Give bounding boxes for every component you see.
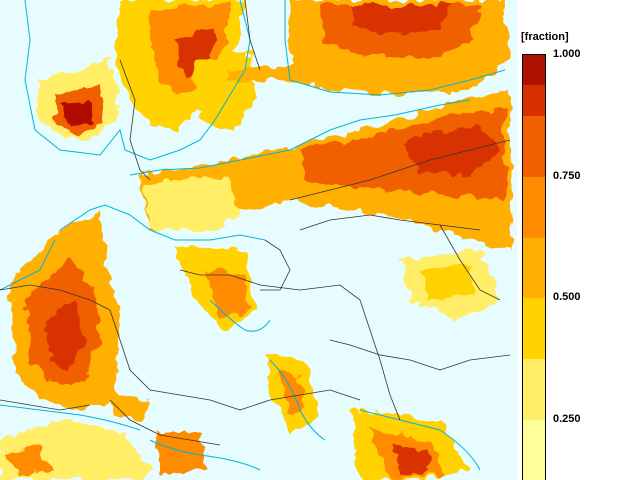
colorbar: [522, 54, 546, 480]
border-line: [369, 329, 401, 421]
coastline: [149, 439, 261, 471]
field-region: [395, 445, 430, 475]
field-region: [62, 100, 92, 128]
national-borders: [0, 0, 511, 446]
colorbar-swatch: [523, 359, 545, 421]
coastline: [359, 409, 481, 471]
field-region: [225, 65, 295, 82]
coastline: [269, 359, 326, 441]
field-region: [205, 270, 248, 318]
map-panel: [0, 0, 517, 480]
field-region: [155, 430, 205, 475]
border-line: [239, 389, 361, 411]
border-line: [0, 284, 111, 311]
border-line: [329, 339, 511, 371]
coastline: [59, 204, 266, 241]
colorbar-swatch: [523, 420, 545, 480]
field-region: [350, 5, 450, 35]
field-region: [5, 445, 50, 478]
colorbar-swatch: [523, 85, 545, 116]
coastline: [129, 99, 471, 176]
border-line: [179, 269, 371, 331]
field-region: [110, 395, 150, 420]
colorbar-swatch: [523, 55, 545, 86]
colorbar-swatch: [523, 176, 545, 238]
border-line: [260, 239, 291, 291]
border-line: [109, 399, 221, 446]
border-line: [119, 59, 151, 181]
border-line: [299, 214, 481, 231]
colorbar-tick-label: 0.750: [553, 169, 581, 182]
coastline: [284, 0, 506, 96]
field-region: [145, 175, 240, 232]
colorbar-legend: [fraction] 1.000 0.750 0.500 0.250: [517, 0, 640, 480]
field-region: [420, 265, 475, 300]
field-region: [45, 300, 85, 370]
colorbar-tick-label: 0.250: [553, 413, 581, 426]
border-line: [0, 399, 91, 411]
field-region: [400, 125, 500, 175]
coastline: [0, 239, 56, 291]
coastline: [209, 299, 271, 332]
border-line: [439, 224, 501, 301]
border-line: [109, 309, 241, 411]
fraction-map: [0, 0, 517, 480]
border-line: [244, 0, 261, 71]
colorbar-swatch: [523, 115, 545, 177]
colorbar-swatch: [523, 237, 545, 299]
coastline: [0, 404, 141, 431]
border-line: [289, 139, 511, 201]
legend-title: [fraction]: [521, 31, 569, 43]
colorbar-swatch: [523, 298, 545, 360]
coastlines: [0, 0, 506, 471]
colorbar-tick-label: 0.500: [553, 291, 581, 304]
coastline: [24, 0, 251, 161]
colorbar-tick-label: 1.000: [553, 48, 581, 60]
